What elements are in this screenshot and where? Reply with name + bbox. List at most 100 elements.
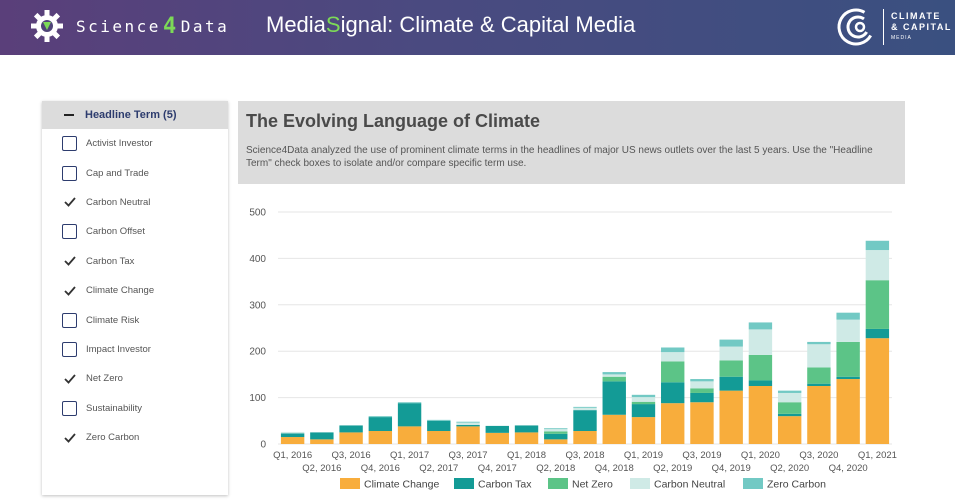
bar-segment[interactable]: [690, 388, 714, 393]
bar-segment[interactable]: [456, 422, 480, 425]
bar-segment[interactable]: [777, 392, 802, 403]
bar-segment[interactable]: [748, 354, 773, 381]
bar-segment[interactable]: [397, 402, 422, 404]
bar-segment[interactable]: [339, 425, 363, 433]
bar-segment[interactable]: [602, 372, 626, 375]
bar-segment[interactable]: [544, 428, 568, 430]
bar-segment[interactable]: [456, 424, 480, 427]
filter-item[interactable]: Activist Investor: [42, 129, 228, 158]
bar-segment[interactable]: [514, 425, 539, 433]
bar-segment[interactable]: [427, 431, 451, 444]
checkbox-unchecked[interactable]: [62, 400, 77, 416]
bar-segment[interactable]: [310, 439, 334, 444]
bar-segment[interactable]: [602, 374, 626, 377]
bar-segment[interactable]: [690, 381, 714, 389]
bar-segment[interactable]: [514, 432, 539, 444]
bar-segment[interactable]: [661, 361, 685, 383]
bar-segment[interactable]: [807, 386, 831, 444]
bar-segment[interactable]: [865, 240, 890, 251]
bar-segment[interactable]: [777, 402, 802, 414]
bar-segment[interactable]: [280, 437, 305, 444]
bar-segment[interactable]: [339, 432, 363, 444]
bar-segment[interactable]: [865, 328, 890, 339]
bar-segment[interactable]: [573, 431, 597, 444]
bar-segment[interactable]: [368, 431, 393, 444]
bar-segment[interactable]: [836, 379, 860, 444]
filter-item[interactable]: Climate Risk: [42, 305, 228, 334]
bar-segment[interactable]: [690, 379, 714, 382]
filter-header[interactable]: Headline Term (5): [42, 101, 228, 129]
bar-segment[interactable]: [602, 414, 626, 444]
bar-segment[interactable]: [865, 280, 890, 329]
bar-segment[interactable]: [748, 386, 773, 444]
bar-segment[interactable]: [280, 433, 305, 438]
bar-segment[interactable]: [368, 416, 393, 418]
bar-segment[interactable]: [777, 390, 802, 393]
filter-item[interactable]: Zero Carbon: [42, 423, 228, 452]
bar-segment[interactable]: [690, 392, 714, 403]
bar-segment[interactable]: [836, 319, 860, 342]
bar-segment[interactable]: [777, 416, 802, 444]
bar-segment[interactable]: [836, 376, 860, 380]
checkbox-checked[interactable]: [62, 195, 77, 210]
bar-segment[interactable]: [544, 429, 568, 432]
checkbox-checked[interactable]: [62, 430, 77, 445]
bar-segment[interactable]: [631, 417, 656, 444]
bar-segment[interactable]: [602, 376, 626, 382]
checkbox-checked[interactable]: [62, 371, 77, 386]
bar-segment[interactable]: [748, 380, 773, 386]
bar-segment[interactable]: [719, 339, 743, 347]
bar-segment[interactable]: [777, 413, 802, 417]
checkbox-checked[interactable]: [62, 254, 77, 269]
filter-item[interactable]: Sustainability: [42, 394, 228, 423]
filter-item[interactable]: Impact Investor: [42, 335, 228, 364]
bar-segment[interactable]: [661, 403, 685, 444]
filter-item[interactable]: Cap and Trade: [42, 158, 228, 187]
checkbox-unchecked[interactable]: [62, 165, 77, 181]
bar-segment[interactable]: [310, 432, 334, 440]
bar-segment[interactable]: [865, 250, 890, 281]
filter-item[interactable]: Net Zero: [42, 364, 228, 393]
checkbox-unchecked[interactable]: [62, 224, 77, 240]
bar-segment[interactable]: [427, 419, 451, 421]
filter-item[interactable]: Carbon Neutral: [42, 188, 228, 217]
bar-segment[interactable]: [631, 394, 656, 398]
bar-segment[interactable]: [807, 367, 831, 384]
bar-segment[interactable]: [807, 341, 831, 345]
bar-segment[interactable]: [544, 439, 568, 444]
bar-segment[interactable]: [456, 426, 480, 444]
bar-segment[interactable]: [631, 397, 656, 402]
bar-segment[interactable]: [280, 431, 305, 434]
checkbox-unchecked[interactable]: [62, 312, 77, 328]
bar-segment[interactable]: [719, 360, 743, 377]
bar-segment[interactable]: [631, 401, 656, 405]
bar-segment[interactable]: [719, 376, 743, 391]
checkbox-unchecked[interactable]: [62, 341, 77, 357]
bar-segment[interactable]: [807, 344, 831, 368]
bar-segment[interactable]: [748, 329, 773, 355]
checkbox-checked[interactable]: [62, 283, 77, 298]
bar-segment[interactable]: [661, 352, 685, 362]
checkbox-unchecked[interactable]: [62, 136, 77, 152]
bar-segment[interactable]: [397, 403, 422, 427]
bar-segment[interactable]: [719, 390, 743, 444]
bar-segment[interactable]: [573, 406, 597, 408]
bar-segment[interactable]: [719, 346, 743, 361]
bar-segment[interactable]: [836, 312, 860, 320]
bar-segment[interactable]: [544, 433, 568, 440]
bar-segment[interactable]: [397, 426, 422, 444]
bar-segment[interactable]: [661, 382, 685, 404]
bar-segment[interactable]: [631, 404, 656, 418]
bar-segment[interactable]: [485, 432, 509, 444]
bar-segment[interactable]: [485, 425, 509, 433]
bar-segment[interactable]: [661, 347, 685, 353]
bar-segment[interactable]: [573, 410, 597, 432]
bar-segment[interactable]: [544, 431, 568, 434]
filter-item[interactable]: Carbon Tax: [42, 247, 228, 276]
bar-segment[interactable]: [456, 421, 480, 423]
bar-segment[interactable]: [807, 383, 831, 386]
bar-segment[interactable]: [573, 407, 597, 411]
bar-segment[interactable]: [602, 381, 626, 415]
bar-segment[interactable]: [865, 338, 890, 444]
filter-item[interactable]: Carbon Offset: [42, 217, 228, 246]
